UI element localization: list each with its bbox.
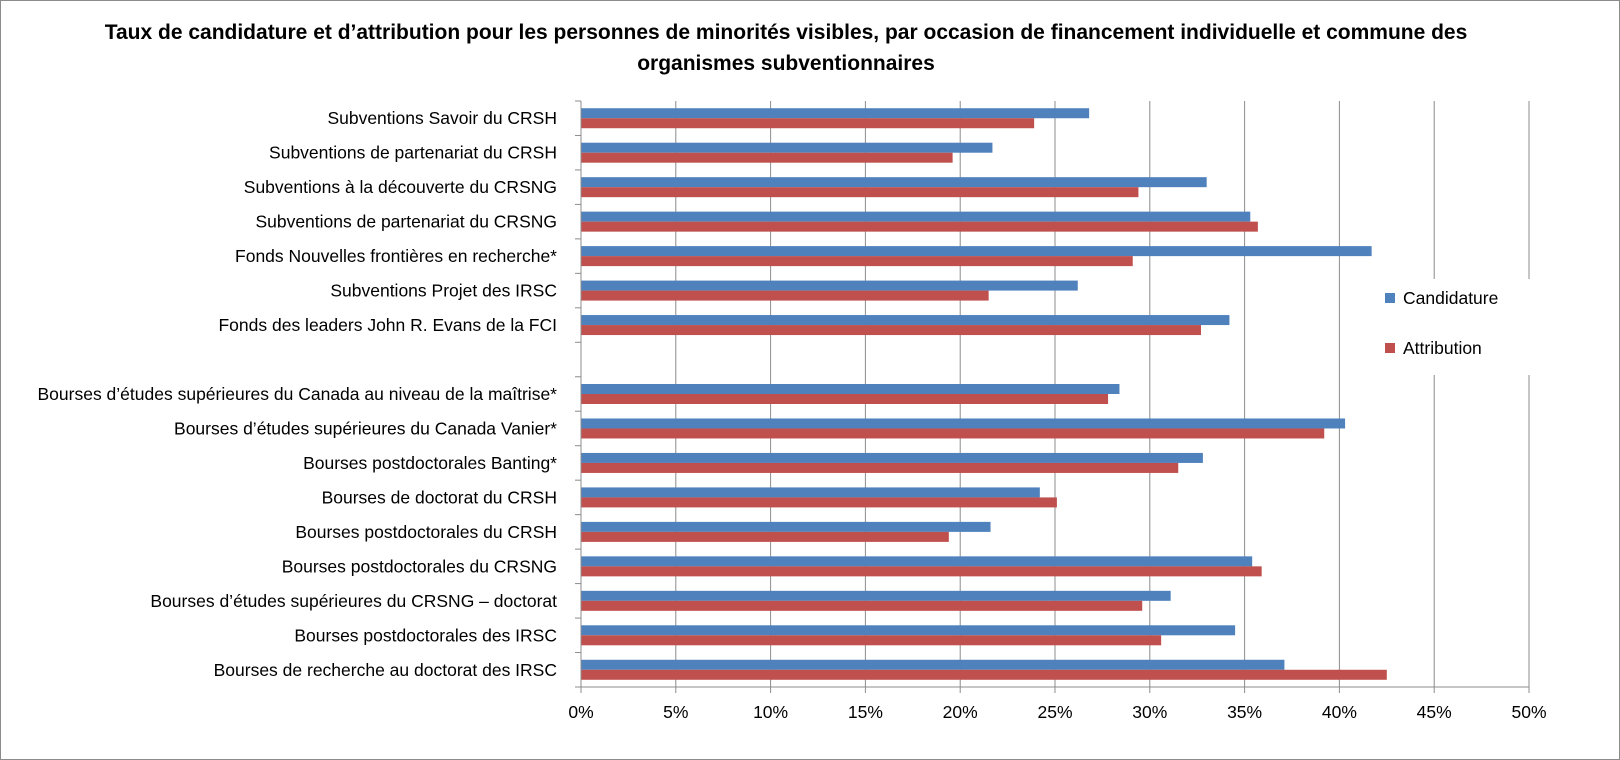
bar-candidature: [581, 487, 1040, 498]
legend-label-attribution: Attribution: [1403, 338, 1482, 358]
category-label: Subventions de partenariat du CRSH: [269, 143, 557, 163]
category-label: Bourses de doctorat du CRSH: [322, 487, 557, 507]
category-label: Fonds des leaders John R. Evans de la FC…: [218, 315, 557, 335]
bar-attribution: [581, 428, 1325, 439]
bar-attribution: [581, 290, 989, 301]
category-label: Bourses postdoctorales du CRSNG: [282, 556, 557, 576]
legend-swatch-candidature: [1385, 293, 1395, 303]
x-tick-label: 5%: [663, 702, 688, 722]
category-label: Bourses postdoctorales du CRSH: [295, 522, 557, 542]
bar-attribution: [581, 600, 1143, 611]
bar-candidature: [581, 556, 1253, 567]
bar-candidature: [581, 659, 1285, 670]
bar-attribution: [581, 531, 949, 542]
bar-candidature: [581, 452, 1203, 463]
bar-candidature: [581, 280, 1078, 291]
legend-label-candidature: Candidature: [1403, 288, 1498, 308]
bar-attribution: [581, 187, 1139, 198]
bar-candidature: [581, 625, 1236, 636]
chart-title: Taux de candidature et d’attribution pou…: [104, 21, 1468, 75]
category-label: Subventions de partenariat du CRSNG: [255, 212, 557, 232]
bar-candidature: [581, 142, 993, 153]
bar-attribution: [581, 566, 1262, 577]
bar-candidature: [581, 211, 1251, 222]
bar-candidature: [581, 590, 1171, 601]
bar-attribution: [581, 394, 1109, 404]
x-tick-label: 10%: [753, 702, 788, 722]
bar-candidature: [581, 108, 1090, 119]
x-tick-label: 0%: [568, 702, 593, 722]
category-label: Fonds Nouvelles frontières en recherche*: [235, 246, 557, 266]
category-label: Bourses de recherche au doctorat des IRS…: [214, 660, 557, 680]
category-label: Subventions Projet des IRSC: [330, 281, 557, 301]
bar-attribution: [581, 256, 1133, 267]
bar-candidature: [581, 177, 1207, 188]
legend-box: [1379, 279, 1533, 375]
x-tick-label: 45%: [1417, 702, 1452, 722]
bar-candidature: [581, 246, 1372, 257]
bar-attribution: [581, 325, 1201, 336]
bar-attribution: [581, 152, 953, 163]
bar-attribution: [581, 669, 1387, 680]
category-label: Bourses d’études supérieures du Canada V…: [174, 418, 557, 438]
category-label: Bourses d’études supérieures du Canada a…: [38, 384, 558, 404]
bar-candidature: [581, 315, 1230, 326]
x-tick-label: 25%: [1037, 702, 1072, 722]
bar-attribution: [581, 462, 1179, 473]
bar-attribution: [581, 221, 1258, 232]
category-label: Bourses postdoctorales des IRSC: [294, 625, 557, 645]
legend-swatch-attribution: [1385, 343, 1395, 353]
x-tick-label: 20%: [943, 702, 978, 722]
x-tick-label: 50%: [1511, 702, 1546, 722]
x-tick-label: 30%: [1132, 702, 1167, 722]
x-tick-label: 40%: [1322, 702, 1357, 722]
bar-candidature: [581, 418, 1346, 429]
bar-attribution: [581, 635, 1162, 646]
bar-candidature: [581, 384, 1120, 394]
category-label: Subventions à la découverte du CRSNG: [244, 177, 557, 197]
bar-candidature: [581, 521, 991, 532]
x-tick-label: 15%: [848, 702, 883, 722]
bar-attribution: [581, 118, 1035, 129]
category-label: Bourses postdoctorales Banting*: [303, 453, 557, 473]
x-tick-label: 35%: [1227, 702, 1262, 722]
bar-attribution: [581, 497, 1057, 508]
category-label: Bourses d’études supérieures du CRSNG – …: [150, 591, 557, 611]
category-label: Subventions Savoir du CRSH: [327, 108, 557, 128]
